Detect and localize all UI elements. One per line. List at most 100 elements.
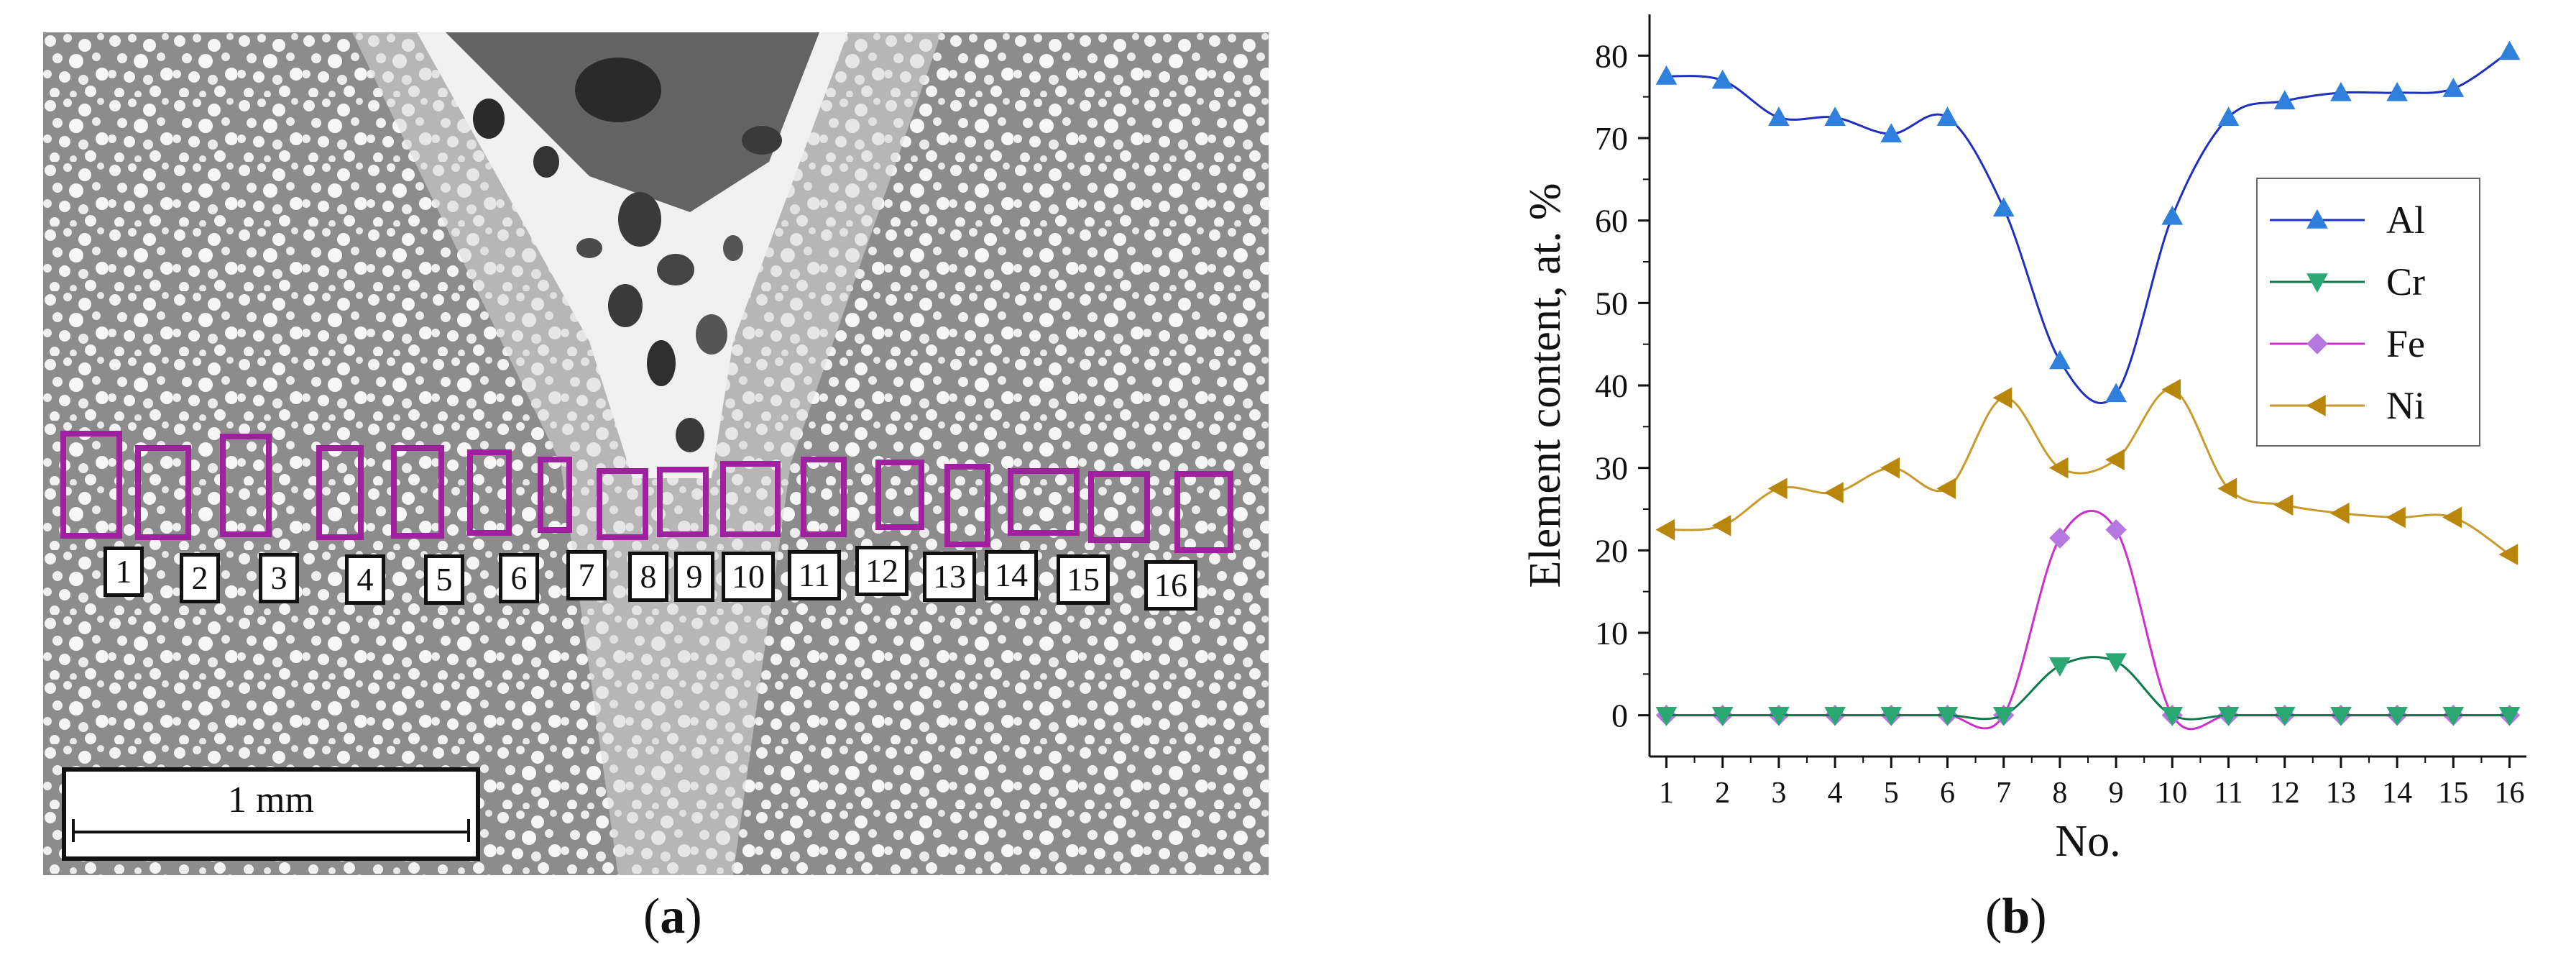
y-tick-label: 50 xyxy=(1595,285,1628,321)
data-point-ni xyxy=(2048,457,2069,479)
data-point-cr xyxy=(2442,706,2465,726)
region-label: 12 xyxy=(855,546,908,596)
data-point-cr xyxy=(1655,706,1678,726)
x-tick-label: 3 xyxy=(1771,777,1786,810)
data-point-al xyxy=(1768,106,1790,127)
y-tick-label: 20 xyxy=(1595,532,1628,569)
data-point-cr xyxy=(2049,657,2071,677)
legend-marker-cr xyxy=(2306,273,2328,293)
data-point-ni xyxy=(2329,502,2350,524)
data-point-cr xyxy=(2330,706,2352,726)
panel-b-caption-close: ) xyxy=(2030,889,2047,944)
region-label: 16 xyxy=(1144,560,1197,611)
analysis-region-box xyxy=(135,445,191,540)
analysis-region-box xyxy=(597,468,648,540)
analysis-region-box xyxy=(220,434,272,537)
y-tick-label: 10 xyxy=(1595,615,1628,652)
data-point-al xyxy=(2273,90,2296,110)
data-point-al xyxy=(1936,106,1959,127)
x-tick-label: 2 xyxy=(1715,777,1730,810)
scale-bar-line xyxy=(72,831,470,833)
data-point-ni xyxy=(1824,482,1844,503)
x-axis-label: No. xyxy=(2055,817,2120,866)
analysis-region-box xyxy=(720,461,781,537)
micrograph-image xyxy=(43,32,1269,875)
data-point-ni xyxy=(1711,515,1731,536)
region-label: 1 xyxy=(104,547,144,597)
x-tick-label: 6 xyxy=(1940,777,1955,810)
data-point-al xyxy=(2442,78,2465,97)
data-point-ni xyxy=(1655,518,1675,541)
analysis-region-box xyxy=(316,445,364,540)
region-label: 4 xyxy=(345,554,385,605)
data-point-al xyxy=(1711,69,1734,89)
y-tick-label: 70 xyxy=(1595,120,1628,157)
data-point-al xyxy=(1655,65,1678,85)
data-point-al xyxy=(2161,205,2184,225)
analysis-region-box xyxy=(657,467,709,537)
x-tick-label: 9 xyxy=(2109,777,2124,810)
panel-b-caption: (b) xyxy=(1985,888,2047,946)
analysis-region-box xyxy=(538,457,572,533)
analysis-region-box xyxy=(801,457,847,537)
data-point-cr xyxy=(1936,706,1959,726)
legend-marker-al xyxy=(2306,209,2328,229)
region-label: 15 xyxy=(1057,554,1110,605)
data-point-cr xyxy=(1824,706,1846,726)
data-point-al xyxy=(1824,106,1846,127)
analysis-region-box xyxy=(1088,471,1150,543)
analysis-regions xyxy=(60,431,1233,553)
y-tick-label: 0 xyxy=(1611,698,1628,734)
x-tick-label: 12 xyxy=(2270,777,2300,810)
legend-label-al: Al xyxy=(2386,198,2425,242)
region-label: 10 xyxy=(722,552,775,602)
data-point-cr xyxy=(1711,706,1734,726)
data-point-ni xyxy=(1936,477,1956,500)
region-label: 9 xyxy=(674,552,714,602)
region-label: 7 xyxy=(566,550,607,600)
y-tick-label: 30 xyxy=(1595,450,1628,487)
y-tick-label: 80 xyxy=(1595,37,1628,74)
data-point-cr xyxy=(2386,706,2408,726)
analysis-region-box xyxy=(875,460,924,530)
data-point-ni xyxy=(2498,544,2518,565)
micrograph-panel: 1 2 3 4 5 6 7 8 9 10 11 12 13 14 15 16 1 mm xyxy=(43,32,1269,875)
data-point-al xyxy=(2498,40,2521,60)
series-line-cr xyxy=(1666,656,2510,721)
panel-a-caption: (a) xyxy=(643,888,702,946)
series-fe xyxy=(1655,509,2521,731)
data-point-al xyxy=(2330,81,2352,101)
series-al xyxy=(1655,40,2521,404)
region-label: 8 xyxy=(628,552,668,602)
x-tick-label: 11 xyxy=(2214,777,2242,810)
data-point-ni xyxy=(1992,387,2012,409)
panel-a-caption-open: ( xyxy=(643,889,661,944)
data-point-ni xyxy=(2273,494,2294,516)
x-tick-label: 5 xyxy=(1884,777,1899,810)
x-tick-label: 4 xyxy=(1828,777,1843,810)
analysis-region-box xyxy=(944,464,990,547)
series-ni xyxy=(1655,378,2518,565)
data-point-al xyxy=(2105,383,2127,403)
y-axis-label: Element content, at. % xyxy=(1521,183,1570,588)
data-point-al xyxy=(2386,81,2408,101)
series-line-fe xyxy=(1666,509,2510,731)
panel-a-caption-letter: a xyxy=(660,889,686,944)
data-point-al xyxy=(1880,123,1903,142)
legend-marker-ni xyxy=(2306,395,2326,416)
scale-bar-tick-left xyxy=(72,819,75,842)
panel-a-caption-close: ) xyxy=(685,889,702,944)
data-point-cr xyxy=(1992,706,2015,726)
x-tick-label: 16 xyxy=(2495,777,2525,810)
data-point-ni xyxy=(2386,506,2406,529)
data-point-ni xyxy=(1880,457,1900,479)
region-label: 11 xyxy=(788,550,841,600)
x-tick-label: 7 xyxy=(1996,777,2011,810)
x-tick-label: 1 xyxy=(1659,777,1674,810)
data-point-ni xyxy=(2217,477,2237,500)
data-point-cr xyxy=(2498,706,2521,726)
region-label: 13 xyxy=(923,552,976,602)
region-label: 14 xyxy=(985,550,1038,600)
data-point-cr xyxy=(1880,706,1903,726)
